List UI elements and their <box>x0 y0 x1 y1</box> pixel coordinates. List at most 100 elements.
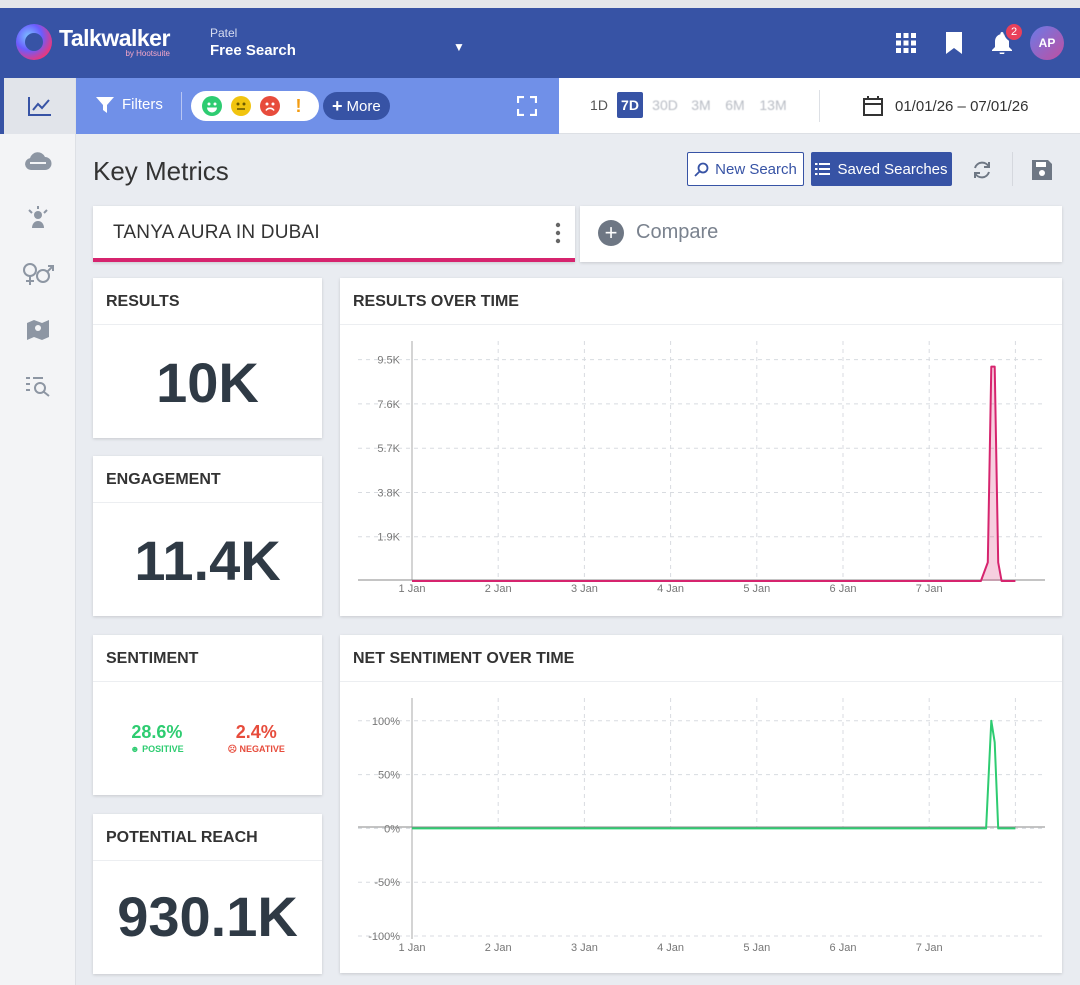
save-icon[interactable] <box>1026 155 1058 185</box>
sentiment-filter[interactable]: ! <box>191 91 319 121</box>
x-tick-label: 6 Jan <box>830 583 857 595</box>
x-tick-label: 2 Jan <box>485 942 512 954</box>
more-filters-button[interactable]: + More <box>323 92 390 120</box>
map-icon <box>26 320 49 340</box>
results-over-time-card: RESULTS OVER TIME 1.9K 3.8K 5.7K 7.6K 9.5K 1 … <box>340 278 1062 616</box>
negative-face-icon[interactable] <box>259 96 280 116</box>
nav-influencers[interactable] <box>0 190 75 246</box>
notifications-bell-icon[interactable]: 2 <box>978 22 1026 62</box>
page-title: Key Metrics <box>93 156 229 186</box>
apps-grid-icon[interactable] <box>882 24 930 62</box>
period-3m[interactable]: 3M <box>691 97 711 113</box>
neutral-face-icon[interactable] <box>230 96 251 116</box>
period-bar: 1D 7D 30D 3M 6M 13M 01/01/26 – 07/01/26 <box>559 78 1080 134</box>
alert-exclamation-icon[interactable]: ! <box>295 95 302 116</box>
nav-demographics[interactable] <box>0 246 75 302</box>
negative-value: 2.4% <box>235 722 277 742</box>
caret-down-icon[interactable]: ▼ <box>453 40 465 54</box>
y-tick-label: 7.6K <box>377 399 400 411</box>
bookmark-icon[interactable] <box>930 24 978 62</box>
results-over-time-chart[interactable]: 1.9K 3.8K 5.7K 7.6K 9.5K 1 Jan 2 Jan 3 Jan 4 Jan… <box>340 325 1062 616</box>
y-tick-label: -100% <box>368 931 400 943</box>
nav-search-list[interactable] <box>0 358 75 414</box>
x-tick-label: 6 Jan <box>830 942 857 954</box>
x-tick-label: 3 Jan <box>571 583 598 595</box>
sentiment-card: SENTIMENT 28.6% ☻ POSITIVE 2.4% ☹ NEGATI… <box>93 635 322 795</box>
more-vertical-icon[interactable] <box>555 222 561 244</box>
talkwalker-logo[interactable]: Talkwalker by Hootsuite <box>16 24 170 60</box>
x-tick-label: 5 Jan <box>743 942 770 954</box>
x-tick-label: 1 Jan <box>399 942 426 954</box>
sentiment-title: SENTIMENT <box>93 635 322 682</box>
notification-badge: 2 <box>1004 22 1024 42</box>
filter-bar: Filters ! + More <box>76 78 559 134</box>
positive-value: 28.6% <box>131 722 183 742</box>
series-area <box>412 366 1016 581</box>
y-tick-label: -50% <box>374 877 400 889</box>
search-type: Free Search <box>210 42 296 59</box>
period-7d[interactable]: 7D <box>617 92 643 118</box>
nav-analytics[interactable] <box>0 78 75 134</box>
project-name: Patel <box>210 26 238 40</box>
left-nav <box>0 78 76 985</box>
results-chart-title: RESULTS OVER TIME <box>340 278 1062 325</box>
net-sentiment-chart[interactable]: -100% -50% 0% 50% 100% 1 Jan 2 Jan 3 Jan 4 Jan 5 … <box>340 682 1062 973</box>
saved-searches-button[interactable]: Saved Searches <box>811 152 952 186</box>
period-1d[interactable]: 1D <box>590 97 608 113</box>
compare-tab[interactable]: + Compare <box>580 206 1062 262</box>
query-label: TANYA AURA IN DUBAI <box>113 222 320 243</box>
y-tick-label: 3.8K <box>377 487 400 499</box>
y-tick-label: 5.7K <box>377 443 400 455</box>
x-tick-label: 4 Jan <box>657 942 684 954</box>
project-selector[interactable]: Patel Free Search <box>210 26 296 59</box>
results-title: RESULTS <box>93 278 322 325</box>
divider <box>181 92 182 120</box>
x-tick-label: 5 Jan <box>743 583 770 595</box>
reach-title: POTENTIAL REACH <box>93 814 322 861</box>
x-tick-label: 4 Jan <box>657 583 684 595</box>
sentiment-chart-title: NET SENTIMENT OVER TIME <box>340 635 1062 682</box>
query-tab[interactable]: TANYA AURA IN DUBAI <box>93 206 575 262</box>
y-tick-label: 0% <box>384 823 400 835</box>
list-search-icon <box>25 377 50 397</box>
y-tick-label: 100% <box>372 716 400 728</box>
positive-small-icon: ☻ <box>130 744 140 754</box>
filters-button[interactable]: Filters <box>96 96 163 113</box>
fullscreen-icon[interactable] <box>516 95 538 121</box>
reach-value: 930.1K <box>117 885 298 948</box>
results-value: 10K <box>156 351 259 414</box>
x-tick-label: 7 Jan <box>916 942 943 954</box>
engagement-card: ENGAGEMENT 11.4K <box>93 456 322 616</box>
negative-stat: 2.4% ☹ NEGATIVE <box>228 722 285 755</box>
filters-label: Filters <box>122 96 163 113</box>
new-search-button[interactable]: New Search <box>687 152 804 186</box>
add-circle-icon: + <box>598 220 624 246</box>
positive-face-icon[interactable] <box>201 96 222 116</box>
user-avatar[interactable]: AP <box>1030 26 1064 60</box>
influencer-icon <box>27 206 48 228</box>
logo-name: Talkwalker <box>59 24 170 51</box>
period-30d[interactable]: 30D <box>652 97 678 113</box>
period-6m[interactable]: 6M <box>725 97 745 113</box>
results-card: RESULTS 10K <box>93 278 322 438</box>
engagement-value: 11.4K <box>134 529 281 592</box>
y-tick-label: 50% <box>378 770 400 782</box>
y-tick-label: 1.9K <box>377 532 400 544</box>
trending-chart-icon <box>27 97 51 116</box>
logo-sub: by Hootsuite <box>125 48 170 58</box>
compare-label: Compare <box>636 221 719 243</box>
search-icon <box>694 162 709 177</box>
plus-icon: + <box>332 95 343 116</box>
nav-map[interactable] <box>0 302 75 358</box>
x-tick-label: 3 Jan <box>571 942 598 954</box>
calendar-icon <box>863 96 883 116</box>
nav-cloud[interactable] <box>0 134 75 190</box>
period-13m[interactable]: 13M <box>759 97 787 113</box>
refresh-icon[interactable] <box>966 155 998 185</box>
series-line <box>412 365 1016 582</box>
top-bar: Talkwalker by Hootsuite Patel Free Searc… <box>0 0 1080 78</box>
series-line <box>412 719 1016 830</box>
date-range-picker[interactable]: 01/01/26 – 07/01/26 <box>863 96 1028 116</box>
logo-icon <box>16 24 52 60</box>
negative-small-icon: ☹ <box>227 744 238 754</box>
